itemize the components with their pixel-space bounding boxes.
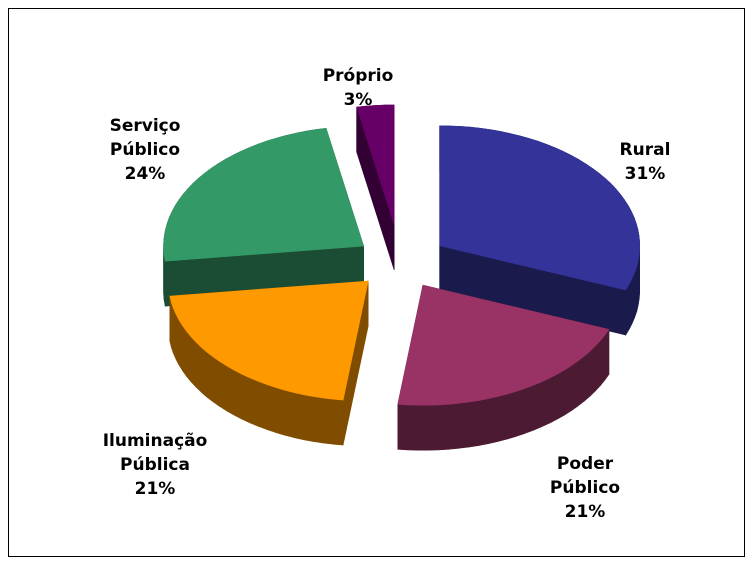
slice-name: Próprio [322,66,394,86]
slice-wall [212,356,221,408]
slice-name: Poder Público [549,454,621,498]
slice-wall [249,377,259,427]
slice-wall [226,365,235,416]
slice-wall [497,393,507,442]
slice-wall [515,388,525,437]
slice-top [439,125,641,291]
slice-wall [549,373,558,424]
slice-wall [625,283,630,337]
slice-percent: 21% [564,502,606,522]
slice-top [356,104,395,226]
slice-wall [303,394,314,442]
slice-wall [313,396,324,444]
slice-wall [628,278,633,330]
data-label: Serviço Público 24% [110,114,181,186]
data-label: Próprio 3% [323,64,394,112]
slice-wall [468,400,479,448]
slice-wall [448,402,459,450]
slice-wall [571,360,579,412]
data-label: Rural 31% [620,138,671,186]
slice-wall [577,355,585,407]
slice-wall [631,272,635,324]
slice-top [169,280,369,401]
slice-wall [604,328,610,381]
slice-percent: 3% [343,90,373,110]
slice-top [397,284,610,406]
slice-wall [595,339,601,392]
slice-wall [219,360,228,412]
slice-wall [293,392,304,441]
slice-wall [557,369,565,420]
slice-name: Serviço Público [109,116,181,160]
slice-wall [477,398,489,446]
slice-percent: 31% [624,164,666,184]
slice-wall [487,396,498,445]
slice-wall [438,403,449,451]
slice-wall [284,389,295,438]
slice-wall [533,381,542,431]
slice-wall [190,335,197,388]
slice-wall [322,397,334,445]
slice-wall [589,345,596,397]
chart-frame [8,8,745,557]
slice-name: Rural [619,140,671,160]
data-label: Poder Público 21% [550,452,620,524]
slice-wall [458,401,469,449]
slice-wall [233,369,243,420]
slice-wall [634,266,638,318]
data-label: Iluminação Pública 21% [103,429,208,501]
slice-wall [524,384,534,434]
slice-wall [200,346,208,398]
slice-wall [195,341,202,393]
slice-wall [257,380,268,430]
slice-wall [506,391,517,440]
slice-wall [541,377,550,428]
slice-percent: 24% [124,164,166,184]
slice-wall [584,350,591,402]
slice-percent: 21% [134,479,176,499]
slice-wall [206,351,214,403]
slice-wall [564,364,572,416]
slice-wall [427,404,439,451]
slice-top [163,127,365,262]
slice-wall [600,334,606,387]
slice-wall [417,404,429,451]
slice-wall [241,373,251,424]
slice-wall [332,398,344,446]
slice-wall [275,387,286,436]
slice-name: Iluminação Pública [102,431,208,475]
slice-wall [266,384,276,433]
slice-wall [407,404,419,451]
